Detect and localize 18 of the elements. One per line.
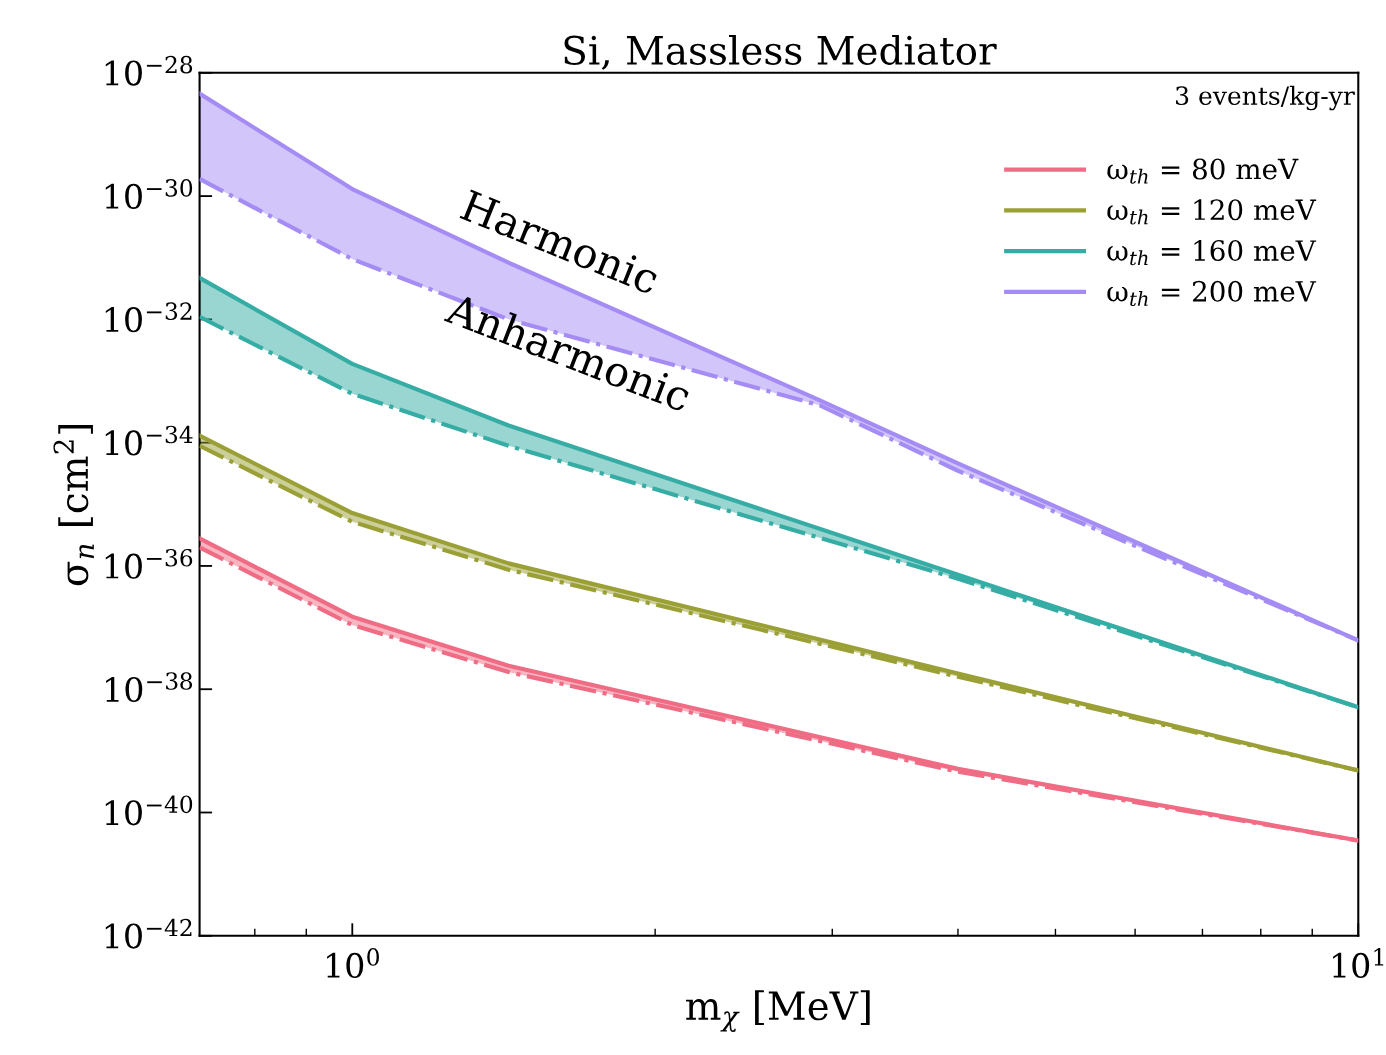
y-tick-label: 10$^{−36}$ — [105, 548, 193, 579]
x-tick-label: 10$^{1}$ — [1333, 948, 1384, 979]
y-tick-label: 10$^{−34}$ — [105, 425, 193, 456]
legend-label: ω$_{th}$ = 80 meV — [1107, 158, 1299, 184]
annotation: 3 events/kg-yr — [1176, 85, 1355, 111]
y-tick-label: 10$^{−30}$ — [105, 179, 193, 209]
chart-title: Si, Massless Mediator — [564, 34, 997, 70]
x-tick-label: 10$^{0}$ — [327, 948, 379, 979]
y-tick-label: 10$^{−28}$ — [105, 55, 193, 86]
y-axis-title: σ$_{n}$ [cm$^{2}$] — [53, 424, 94, 586]
x-axis-title: m$_{χ}$ [MeV] — [686, 990, 870, 1032]
y-tick-label: 10$^{−32}$ — [105, 302, 192, 333]
y-tick-label: 10$^{−42}$ — [105, 918, 192, 949]
y-tick-label: 10$^{−40}$ — [105, 795, 193, 826]
y-tick-label: 10$^{−38}$ — [106, 672, 193, 703]
legend-label: ω$_{th}$ = 160 meV — [1107, 240, 1317, 266]
legend-label: ω$_{th}$ = 200 meV — [1107, 280, 1317, 307]
legend-label: ω$_{th}$ = 120 meV — [1107, 199, 1317, 225]
